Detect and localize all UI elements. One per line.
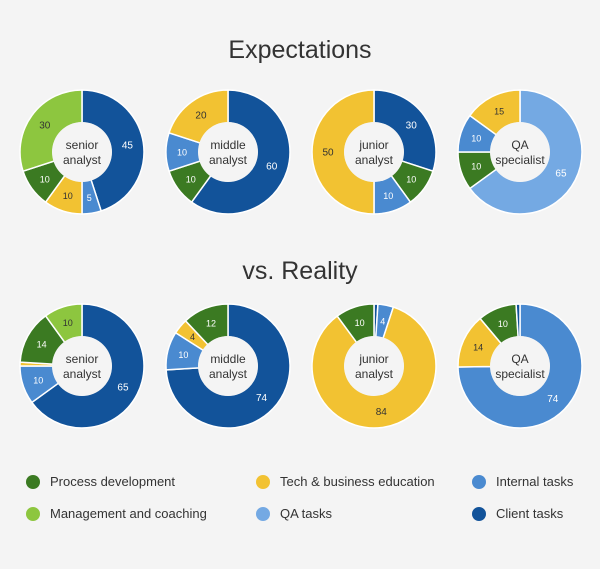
donut-center-label: specialist bbox=[495, 367, 545, 381]
legend-label-qa: QA tasks bbox=[280, 506, 333, 521]
donut-center-label: senior bbox=[66, 138, 99, 152]
slice-value-label: 50 bbox=[322, 148, 334, 159]
donut-center-label: junior bbox=[358, 352, 388, 366]
legend-item-management: Management and coaching bbox=[26, 506, 207, 521]
donut-hole bbox=[490, 336, 550, 396]
slice-value-label: 30 bbox=[406, 120, 418, 131]
legend-label-management: Management and coaching bbox=[50, 506, 207, 521]
slice-value-label: 74 bbox=[547, 394, 559, 405]
donut-center-label: analyst bbox=[209, 153, 248, 167]
legend-label-client: Client tasks bbox=[496, 506, 564, 521]
slice-value-label: 10 bbox=[383, 191, 393, 201]
donut-center-label: analyst bbox=[355, 153, 394, 167]
slice-value-label: 10 bbox=[63, 191, 73, 201]
slice-value-label: 10 bbox=[40, 175, 50, 185]
reality-title: vs. Reality bbox=[242, 257, 358, 285]
donut-hole bbox=[490, 122, 550, 182]
donut-hole bbox=[344, 336, 404, 396]
donut-center-label: junior bbox=[358, 138, 388, 152]
legend-swatch-internal bbox=[472, 474, 486, 489]
legend-item-client: Client tasks bbox=[472, 506, 563, 521]
donut-center-label: analyst bbox=[355, 367, 394, 381]
legend-item-internal: Internal tasks bbox=[472, 474, 573, 489]
legend-swatch-client bbox=[472, 506, 486, 521]
legend-item-qa: QA tasks bbox=[256, 506, 332, 521]
legend-item-process: Process development bbox=[26, 474, 175, 489]
slice-value-label: 10 bbox=[406, 175, 416, 185]
slice-value-label: 5 bbox=[87, 193, 92, 203]
slice-value-label: 10 bbox=[186, 175, 196, 185]
slice-value-label: 10 bbox=[178, 350, 188, 360]
donut-center-label: analyst bbox=[63, 153, 102, 167]
slice-value-label: 10 bbox=[498, 319, 508, 329]
donut-center-label: middle bbox=[210, 352, 246, 366]
donut-center-label: QA bbox=[511, 138, 528, 152]
slice-value-label: 15 bbox=[494, 107, 504, 117]
slice-value-label: 10 bbox=[471, 162, 481, 172]
donut-hole bbox=[52, 336, 112, 396]
slice-value-label: 74 bbox=[256, 393, 268, 404]
slice-value-label: 65 bbox=[117, 382, 129, 393]
donut-hole bbox=[52, 122, 112, 182]
slice-value-label: 10 bbox=[471, 133, 481, 143]
legend-swatch-management bbox=[26, 506, 40, 521]
slice-value-label: 14 bbox=[473, 342, 483, 352]
expectations-title: Expectations bbox=[228, 36, 372, 64]
slice-value-label: 20 bbox=[195, 110, 207, 121]
slice-value-label: 10 bbox=[177, 148, 187, 158]
slice-value-label: 60 bbox=[266, 162, 278, 173]
slice-value-label: 4 bbox=[190, 332, 195, 342]
donut-center-label: analyst bbox=[63, 367, 102, 381]
donut-hole bbox=[344, 122, 404, 182]
legend-label-education: Tech & business education bbox=[280, 474, 435, 489]
donut-hole bbox=[198, 336, 258, 396]
slice-value-label: 30 bbox=[39, 120, 51, 131]
slice-value-label: 84 bbox=[376, 407, 388, 418]
donut-center-label: analyst bbox=[209, 367, 248, 381]
legend-label-internal: Internal tasks bbox=[496, 474, 574, 489]
legend-swatch-process bbox=[26, 474, 40, 489]
donut-center-label: senior bbox=[66, 352, 99, 366]
donut-center-label: specialist bbox=[495, 153, 545, 167]
slice-value-label: 65 bbox=[555, 168, 567, 179]
legend-label-process: Process development bbox=[50, 474, 176, 489]
donut-center-label: middle bbox=[210, 138, 246, 152]
slice-value-label: 4 bbox=[380, 316, 385, 326]
slice-value-label: 10 bbox=[63, 318, 73, 328]
donut-hole bbox=[198, 122, 258, 182]
donut-center-label: QA bbox=[511, 352, 528, 366]
slice-value-label: 10 bbox=[355, 318, 365, 328]
legend-swatch-qa bbox=[256, 506, 270, 521]
slice-value-label: 14 bbox=[37, 339, 47, 349]
slice-value-label: 12 bbox=[206, 319, 216, 329]
slice-value-label: 10 bbox=[33, 376, 43, 386]
legend-item-education: Tech & business education bbox=[256, 474, 435, 489]
slice-value-label: 45 bbox=[122, 140, 134, 151]
legend-swatch-education bbox=[256, 474, 270, 489]
